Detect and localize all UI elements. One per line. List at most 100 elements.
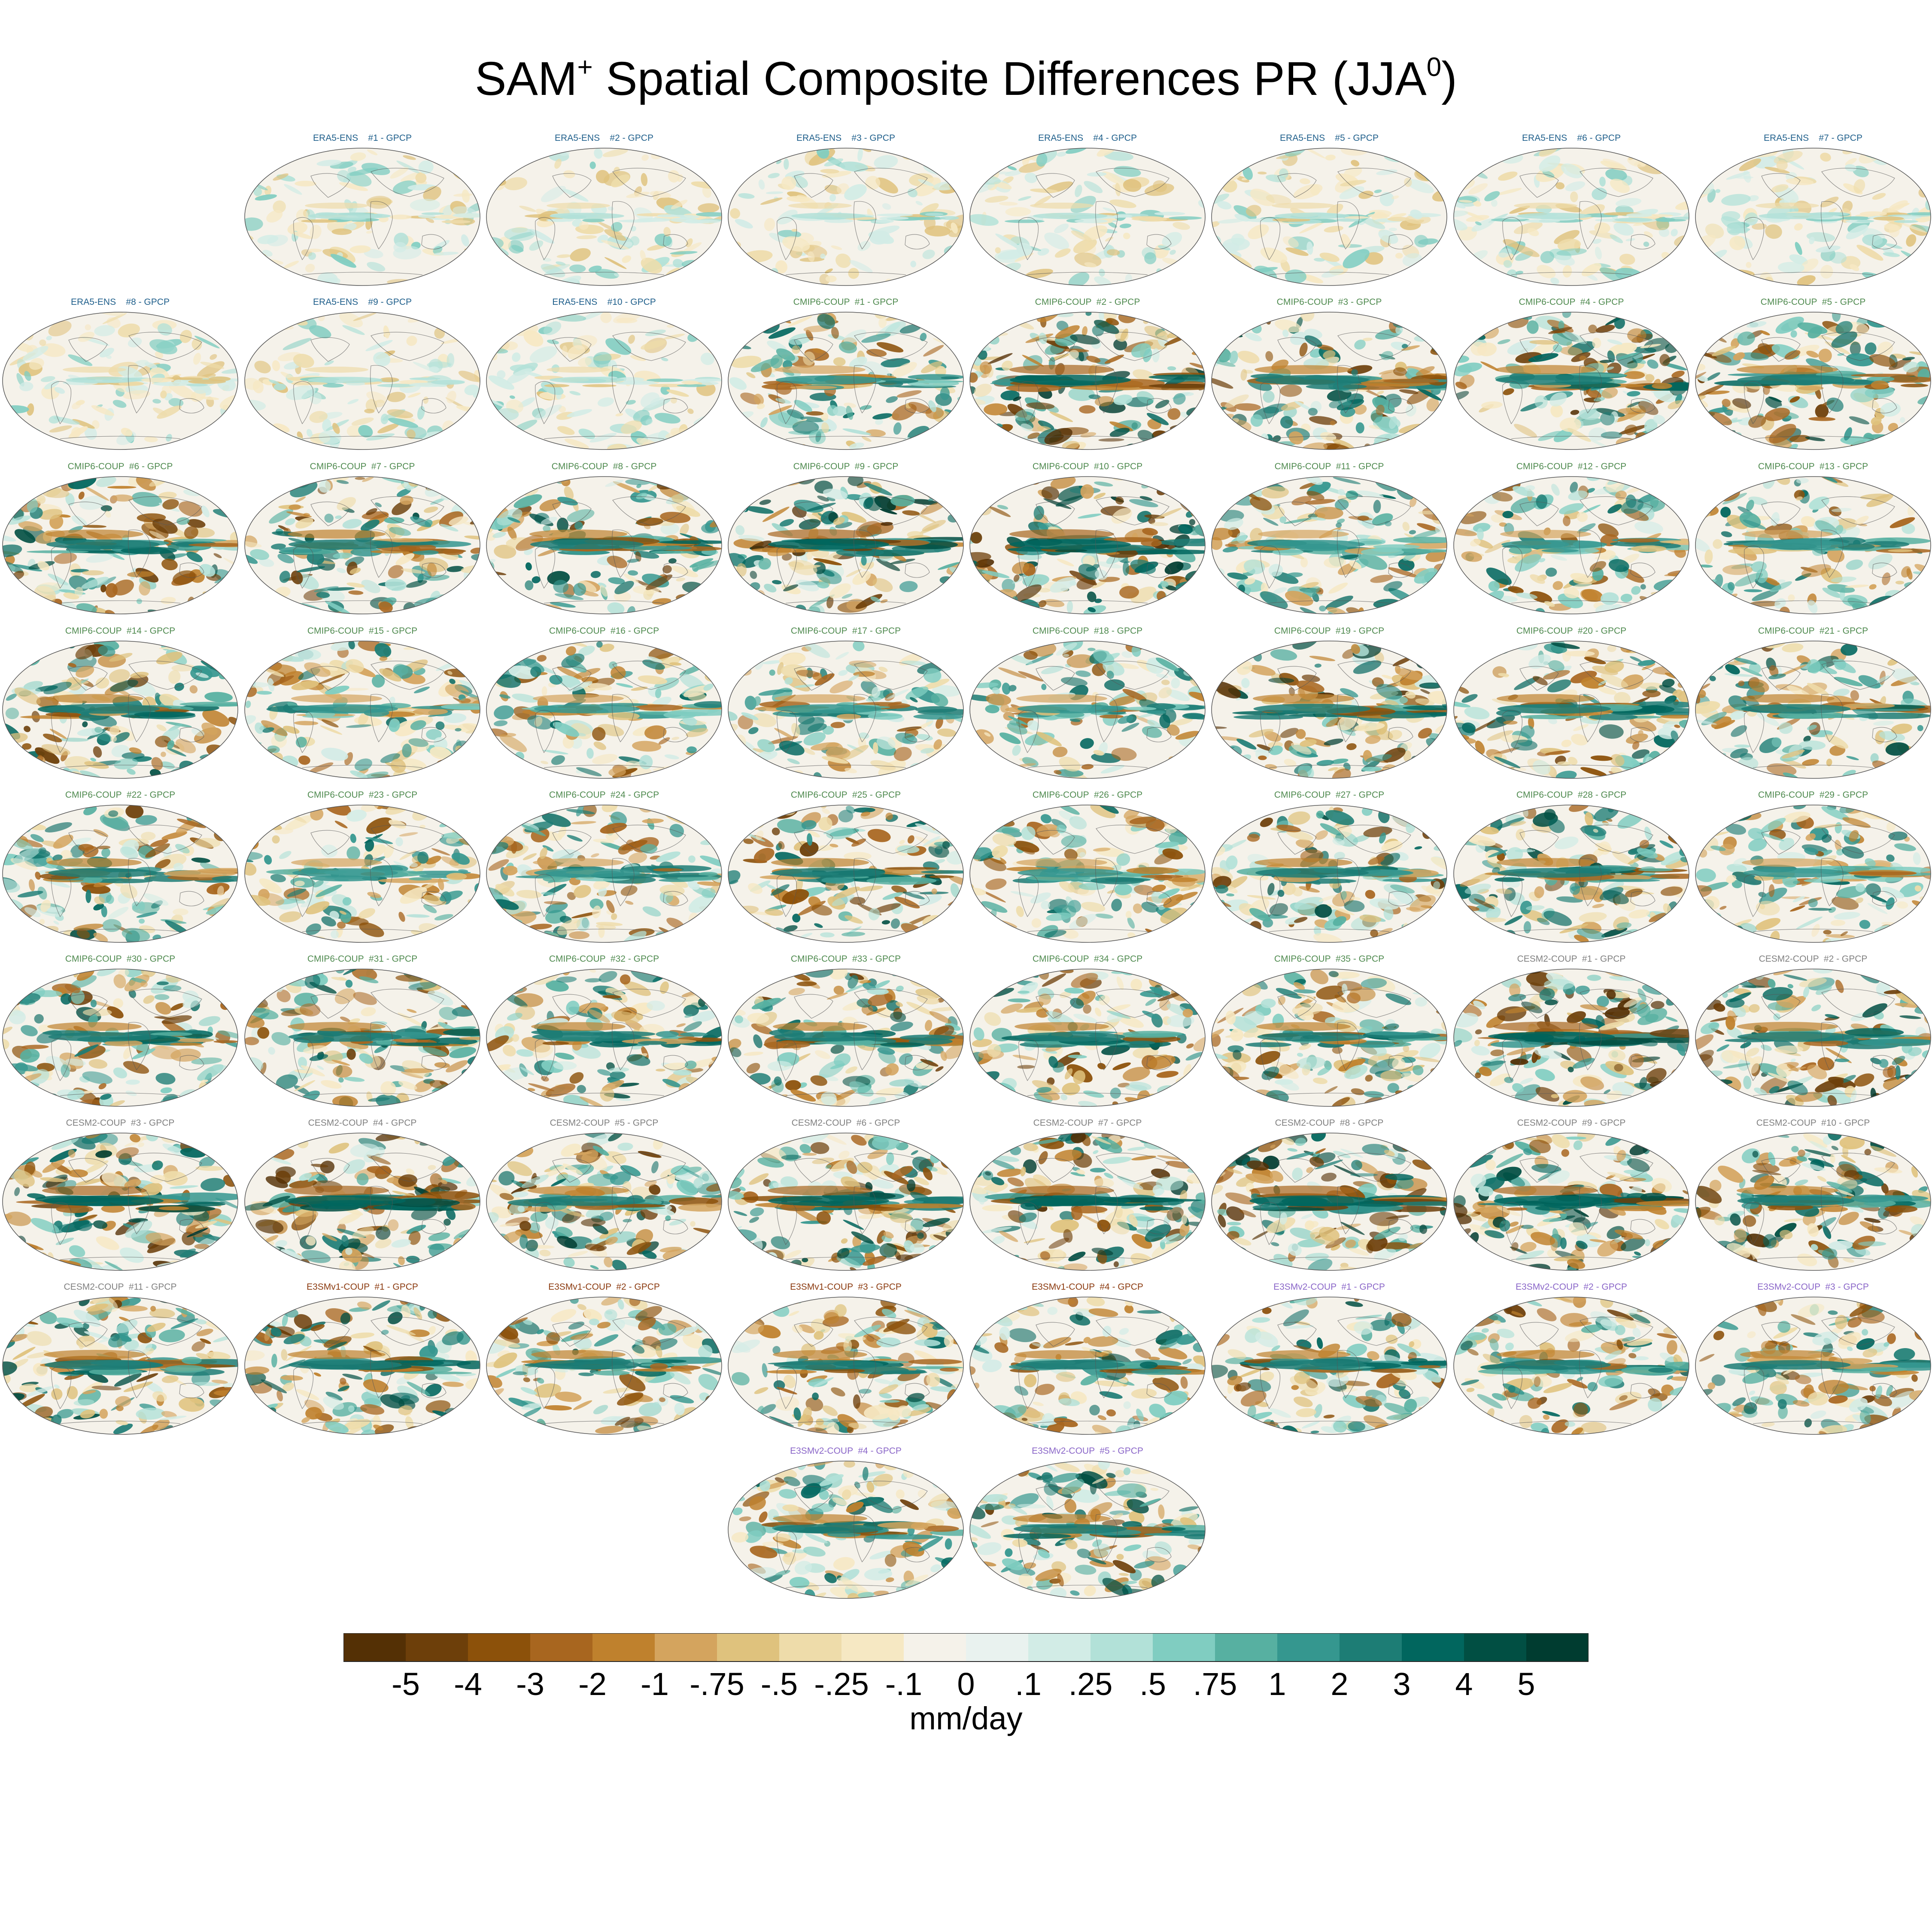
colorbar-swatch bbox=[1464, 1633, 1527, 1662]
colorbar-tick-label: -.5 bbox=[760, 1666, 798, 1702]
map-panel: CMIP6-COUP #21 - GPCP bbox=[1693, 626, 1932, 781]
panel-label: CESM2-COUP #5 - GPCP bbox=[550, 1118, 659, 1128]
panel-label: ERA5-ENS #1 - GPCP bbox=[313, 133, 412, 143]
panel-label: CMIP6-COUP #8 - GPCP bbox=[551, 462, 657, 471]
global-map bbox=[1211, 969, 1447, 1107]
panel-label: E3SMv1-COUP #4 - GPCP bbox=[1032, 1282, 1143, 1292]
colorbar-swatch bbox=[717, 1633, 780, 1662]
global-map bbox=[1453, 969, 1689, 1107]
panel-label: CMIP6-COUP #20 - GPCP bbox=[1516, 626, 1627, 636]
colorbar-swatch bbox=[841, 1633, 904, 1662]
map-panel: CMIP6-COUP #34 - GPCP bbox=[967, 954, 1208, 1109]
panel-label: CMIP6-COUP #5 - GPCP bbox=[1760, 297, 1866, 307]
map-panel: ERA5-ENS #4 - GPCP bbox=[967, 133, 1208, 288]
colorbar-swatch bbox=[1215, 1633, 1278, 1662]
colorbar-tick-label: 1 bbox=[1268, 1666, 1286, 1702]
panel-label: CESM2-COUP #10 - GPCP bbox=[1756, 1118, 1870, 1128]
global-map bbox=[486, 1133, 722, 1271]
global-map bbox=[2, 476, 238, 614]
colorbar-tick-label: 2 bbox=[1331, 1666, 1349, 1702]
colorbar-tick-label: -.75 bbox=[690, 1666, 744, 1702]
global-map bbox=[969, 641, 1206, 779]
map-panel: E3SMv2-COUP #2 - GPCP bbox=[1451, 1282, 1692, 1437]
title-end: ) bbox=[1441, 52, 1457, 105]
panel-label: CMIP6-COUP #14 - GPCP bbox=[65, 626, 176, 636]
global-map bbox=[1211, 148, 1447, 286]
panel-label: CMIP6-COUP #28 - GPCP bbox=[1516, 790, 1627, 800]
panel-label: CMIP6-COUP #23 - GPCP bbox=[307, 790, 418, 800]
global-map bbox=[486, 148, 722, 286]
map-panel: ERA5-ENS #10 - GPCP bbox=[484, 297, 724, 452]
global-map bbox=[1211, 641, 1447, 779]
global-map bbox=[244, 641, 480, 779]
map-panel: CMIP6-COUP #10 - GPCP bbox=[967, 462, 1208, 616]
global-map bbox=[2, 312, 238, 450]
map-panel: CMIP6-COUP #4 - GPCP bbox=[1451, 297, 1692, 452]
global-map bbox=[1453, 1297, 1689, 1435]
map-panel: CMIP6-COUP #1 - GPCP bbox=[726, 297, 966, 452]
global-map bbox=[244, 312, 480, 450]
panel-label: CMIP6-COUP #31 - GPCP bbox=[307, 954, 418, 964]
global-map bbox=[728, 805, 964, 943]
colorbar bbox=[343, 1633, 1589, 1662]
map-panel: ERA5-ENS #2 - GPCP bbox=[484, 133, 724, 288]
global-map bbox=[728, 1461, 964, 1599]
map-panel: ERA5-ENS #3 - GPCP bbox=[726, 133, 966, 288]
panel-label: E3SMv2-COUP #2 - GPCP bbox=[1516, 1282, 1627, 1292]
global-map bbox=[728, 148, 964, 286]
global-map bbox=[969, 969, 1206, 1107]
global-map bbox=[244, 805, 480, 943]
global-map bbox=[1695, 1133, 1931, 1271]
panel-label: ERA5-ENS #10 - GPCP bbox=[552, 297, 656, 307]
map-panel: ERA5-ENS #7 - GPCP bbox=[1693, 133, 1932, 288]
map-panel: CMIP6-COUP #8 - GPCP bbox=[484, 462, 724, 616]
map-panel: CESM2-COUP #11 - GPCP bbox=[0, 1282, 240, 1437]
map-panel: ERA5-ENS #1 - GPCP bbox=[242, 133, 483, 288]
colorbar-units: mm/day bbox=[909, 1701, 1023, 1736]
global-map bbox=[1453, 476, 1689, 614]
map-panel: E3SMv1-COUP #1 - GPCP bbox=[242, 1282, 483, 1437]
map-panel: CMIP6-COUP #25 - GPCP bbox=[726, 790, 966, 945]
colorbar-swatch bbox=[343, 1633, 406, 1662]
colorbar-tick-label: .5 bbox=[1139, 1666, 1166, 1702]
panel-label: CMIP6-COUP #30 - GPCP bbox=[65, 954, 176, 964]
panel-label: CMIP6-COUP #17 - GPCP bbox=[790, 626, 901, 636]
map-panel: E3SMv1-COUP #3 - GPCP bbox=[726, 1282, 966, 1437]
map-panel: CMIP6-COUP #7 - GPCP bbox=[242, 462, 483, 616]
map-panel: CMIP6-COUP #23 - GPCP bbox=[242, 790, 483, 945]
colorbar-tick-label: -4 bbox=[454, 1666, 482, 1702]
global-map bbox=[1695, 641, 1931, 779]
global-map bbox=[244, 1297, 480, 1435]
panel-label: CMIP6-COUP #12 - GPCP bbox=[1516, 462, 1627, 471]
global-map bbox=[2, 805, 238, 943]
map-panel: E3SMv2-COUP #5 - GPCP bbox=[967, 1446, 1208, 1601]
global-map bbox=[2, 1297, 238, 1435]
colorbar-swatch bbox=[1340, 1633, 1402, 1662]
colorbar-swatch bbox=[1091, 1633, 1153, 1662]
panel-label: E3SMv2-COUP #3 - GPCP bbox=[1757, 1282, 1869, 1292]
panel-label: CMIP6-COUP #22 - GPCP bbox=[65, 790, 176, 800]
global-map bbox=[969, 1297, 1206, 1435]
global-map bbox=[1211, 476, 1447, 614]
colorbar-tick-label: 0 bbox=[957, 1666, 975, 1702]
panel-label: CESM2-COUP #8 - GPCP bbox=[1275, 1118, 1384, 1128]
map-panel: CMIP6-COUP #28 - GPCP bbox=[1451, 790, 1692, 945]
global-map bbox=[244, 1133, 480, 1271]
map-panel: CMIP6-COUP #15 - GPCP bbox=[242, 626, 483, 781]
colorbar-swatch bbox=[468, 1633, 531, 1662]
panel-label: E3SMv2-COUP #1 - GPCP bbox=[1273, 1282, 1385, 1292]
colorbar-tick-label: -1 bbox=[641, 1666, 669, 1702]
global-map bbox=[1453, 312, 1689, 450]
global-map bbox=[728, 969, 964, 1107]
panel-label: CMIP6-COUP #29 - GPCP bbox=[1758, 790, 1868, 800]
panel-label: CMIP6-COUP #33 - GPCP bbox=[790, 954, 901, 964]
colorbar-swatch bbox=[1028, 1633, 1091, 1662]
global-map bbox=[969, 805, 1206, 943]
panel-label: CESM2-COUP #9 - GPCP bbox=[1517, 1118, 1626, 1128]
map-panel: CMIP6-COUP #35 - GPCP bbox=[1209, 954, 1449, 1109]
map-panel: E3SMv2-COUP #4 - GPCP bbox=[726, 1446, 966, 1601]
panel-label: CESM2-COUP #11 - GPCP bbox=[64, 1282, 177, 1292]
map-panel: CESM2-COUP #10 - GPCP bbox=[1693, 1118, 1932, 1273]
title-main: SAM bbox=[475, 52, 577, 105]
map-panel: CMIP6-COUP #30 - GPCP bbox=[0, 954, 240, 1109]
